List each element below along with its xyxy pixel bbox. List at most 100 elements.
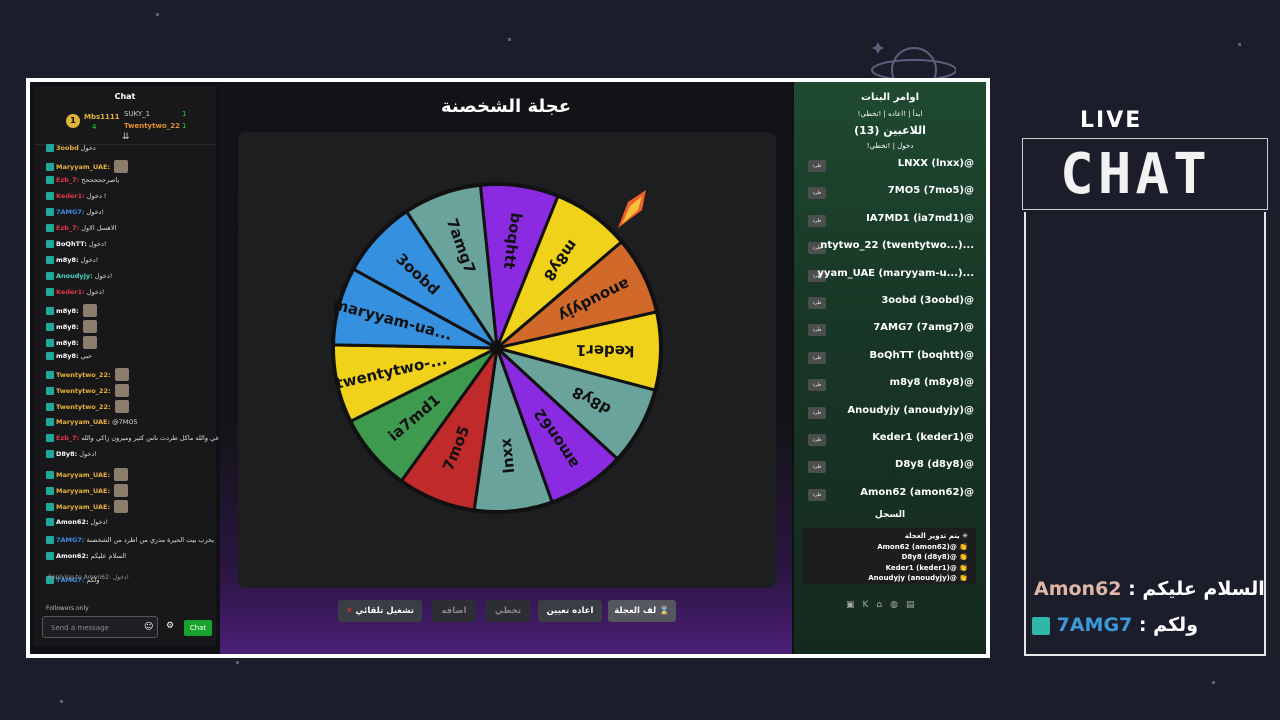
- discord-icon[interactable]: ◍: [890, 600, 906, 610]
- player-name: D8y8 (d8y8)@: [895, 459, 974, 471]
- chat-username[interactable]: 7AMG7:: [56, 208, 85, 216]
- chat-username[interactable]: m8y8:: [56, 352, 79, 360]
- emote-picker-icon[interactable]: ☺: [144, 622, 154, 632]
- user-badge-icon: [46, 518, 54, 526]
- live-chat-title: CHAT: [1060, 142, 1211, 207]
- chat-text: @7MO5: [112, 418, 138, 426]
- kick-button[interactable]: طرد: [808, 434, 826, 446]
- players-panel: اوامر البنات !ابدأ | !اعاده | !تخطي اللا…: [794, 82, 986, 654]
- chat-username[interactable]: Amon62:: [56, 552, 89, 560]
- kick-button[interactable]: طرد: [808, 242, 826, 255]
- chat-message: Ezb_7: عي والله ماكل طردت ناس كثير وميرون…: [46, 434, 219, 442]
- chat-username[interactable]: Maryyam_UAE:: [56, 486, 111, 495]
- kick-button[interactable]: طرد: [808, 488, 826, 501]
- kick-button[interactable]: طرد: [808, 324, 826, 337]
- background-star: [1212, 681, 1215, 684]
- kick-button[interactable]: طرد: [808, 297, 826, 309]
- player-name: 7MO5 (7mo5)@: [887, 185, 974, 197]
- player-name: BoQhTT (boqhtt)@: [869, 349, 974, 361]
- skip-button[interactable]: تخطي: [486, 600, 530, 622]
- chat-username[interactable]: Ezb_7:: [56, 434, 80, 442]
- user-badge-icon: [46, 386, 54, 395]
- chat-message: m8y8:: [46, 304, 97, 317]
- user-badge-icon: [46, 486, 54, 495]
- chat-message: m8y8: حبي: [46, 352, 92, 360]
- user-badge-icon: [46, 224, 54, 232]
- user-badge-icon: [46, 256, 54, 264]
- chat-message: m8y8:: [46, 320, 97, 333]
- kick-button[interactable]: طرد: [808, 214, 826, 227]
- chat-text: الاهسل الاول: [81, 224, 117, 232]
- chat-username[interactable]: Amon62:: [56, 518, 89, 526]
- user-badge-icon: [46, 450, 54, 458]
- chat-text: يخرب بيت الحيرة مدري من اطرد من الشخصنة: [86, 536, 215, 544]
- home-icon[interactable]: ⌂: [876, 600, 891, 610]
- chat-username[interactable]: m8y8:: [56, 338, 79, 347]
- leaderboard-collapse-icon[interactable]: ⇊: [122, 132, 130, 142]
- chat-username[interactable]: Twentytwo_22:: [56, 402, 111, 411]
- chat-username[interactable]: D8y8:: [56, 450, 78, 458]
- emote-icon: [82, 336, 97, 349]
- user-badge-icon: [46, 536, 54, 544]
- auto-play-button[interactable]: ✕ تشغيل تلقائي: [338, 600, 422, 622]
- chat-text: دخول !: [86, 192, 107, 200]
- kick-button[interactable]: طرد: [808, 187, 826, 200]
- wheel-segment-label: lnxx: [497, 437, 519, 474]
- chat-username[interactable]: Anoudyjy:: [56, 272, 93, 280]
- chat-send-button[interactable]: Chat: [184, 620, 212, 636]
- user-badge-icon: [46, 418, 54, 426]
- chat-username[interactable]: Maryyam_UAE:: [56, 502, 111, 511]
- chat-username[interactable]: Twentytwo_22:: [56, 370, 111, 379]
- kick-button[interactable]: طرد: [808, 351, 826, 364]
- social-icons: ▣K⌂◍▤: [846, 600, 923, 610]
- chat-username[interactable]: Ezb_7:: [56, 176, 80, 184]
- kick-icon[interactable]: K: [862, 600, 877, 610]
- add-button[interactable]: اضافه: [432, 600, 476, 622]
- leader-second-name: SUKY_1: [124, 110, 151, 118]
- chat-message: Ezb_7: ياصرحححححح: [46, 176, 119, 184]
- chat-message: Maryyam_UAE:: [46, 160, 129, 173]
- kick-button[interactable]: طرد: [808, 160, 826, 172]
- camera-icon[interactable]: ▣: [846, 600, 863, 610]
- chat-input[interactable]: Send a message: [42, 616, 158, 638]
- chat-username[interactable]: Ezb_7:: [56, 224, 80, 232]
- player-name: 7AMG7 (7amg7)@: [873, 322, 974, 334]
- chat-text: ولكم: [86, 576, 100, 584]
- chat-username[interactable]: 7AMG7:: [56, 536, 85, 544]
- followers-only-label: Followers only: [46, 605, 89, 612]
- settings-gear-icon[interactable]: ⚙: [166, 621, 175, 631]
- live-chat-header-box: [1022, 138, 1268, 210]
- chat-username[interactable]: Maryyam_UAE:: [56, 418, 111, 426]
- chat-username[interactable]: Maryyam_UAE:: [56, 470, 111, 479]
- chat-text: دخول!: [86, 208, 105, 216]
- chat-username[interactable]: 3oobd: [56, 144, 79, 152]
- chat-text: دخول!: [80, 256, 99, 264]
- chat-username[interactable]: Maryyam_UAE:: [56, 162, 111, 171]
- twitch-icon[interactable]: ▤: [906, 600, 923, 610]
- spin-wheel-button[interactable]: لف العجلة ⌛: [608, 600, 676, 622]
- chat-username[interactable]: Keder1:: [56, 192, 85, 200]
- spin-wheel[interactable]: boqhtt m8y8anoudyjykeder1d8y8amon62lnxx7m…: [330, 178, 670, 528]
- player-name: ntytwo_22 (twentytwo...)...: [820, 240, 974, 252]
- commands-title: اوامر البنات: [860, 92, 920, 103]
- emote-icon: [114, 368, 129, 381]
- chat-text: دخول: [80, 144, 96, 152]
- kick-button[interactable]: طرد: [808, 269, 826, 282]
- kick-button[interactable]: طرد: [808, 379, 826, 392]
- reassign-button[interactable]: اعاده تعيين: [538, 600, 602, 622]
- chat-username[interactable]: 7AMG7:: [56, 576, 85, 584]
- log-box: يتم تدوير العجلة ✳ Amon62 (amon62)@ 👏 D8y8…: [802, 528, 976, 584]
- chat-username[interactable]: m8y8:: [56, 306, 79, 315]
- chat-username[interactable]: m8y8:: [56, 322, 79, 331]
- chat-username[interactable]: Keder1:: [56, 288, 85, 296]
- page-title: عجلة الشخصنة: [440, 96, 572, 117]
- chat-username[interactable]: BoQhTT:: [56, 240, 87, 248]
- live-chat-panel: [1024, 212, 1266, 656]
- chat-username[interactable]: m8y8:: [56, 256, 79, 264]
- kick-button[interactable]: طرد: [808, 406, 826, 419]
- background-star: [508, 38, 511, 41]
- log-entry: Anoudyjy (anoudyjy)@ 👏: [868, 574, 968, 582]
- chat-panel: Chat 1 Mbs1111 4 SUKY_1 1 Twentytwo_22 1…: [34, 86, 219, 646]
- chat-username[interactable]: Twentytwo_22:: [56, 386, 111, 395]
- kick-button[interactable]: طرد: [808, 461, 826, 474]
